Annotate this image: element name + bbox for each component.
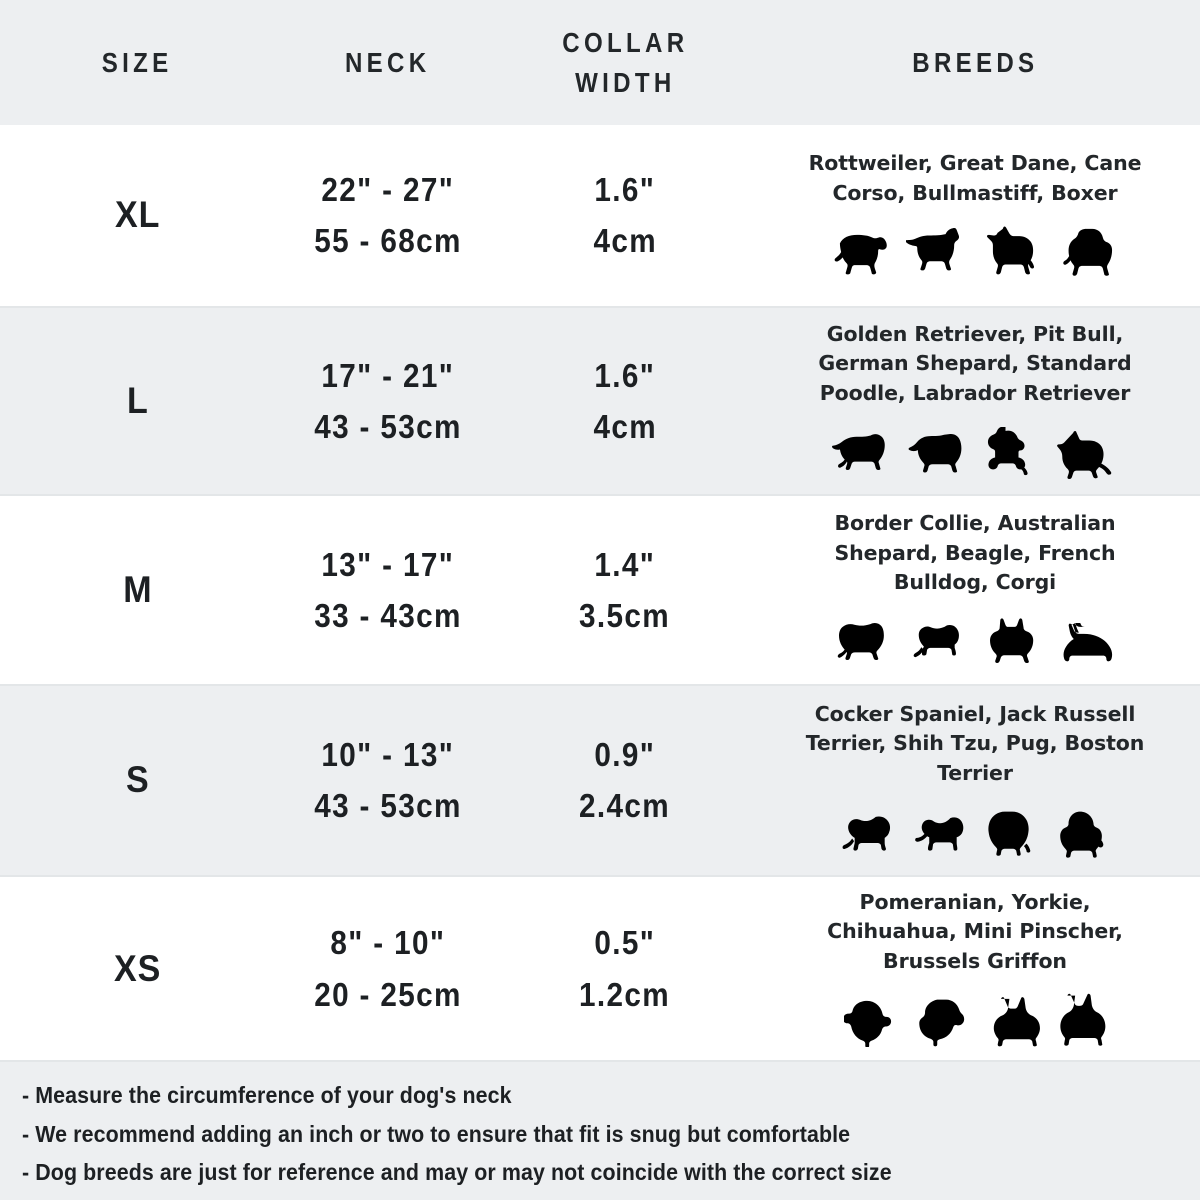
french-bulldog-icon (990, 617, 1034, 663)
breeds-cell: Border Collie, Australian Shepard, Beagl… (750, 496, 1200, 685)
golden-retriever-icon (832, 434, 885, 471)
collar-width-cell: 1.6" 4cm (500, 308, 750, 494)
neck-inches: 22" - 27" (321, 171, 454, 209)
collar-width-cell: 1.6" 4cm (500, 125, 750, 306)
column-header-size: SIZE (0, 0, 275, 125)
column-header-collar-width-label: COLLAR WIDTH (561, 26, 689, 98)
breeds-cell: Golden Retriever, Pit Bull, German Shepa… (750, 308, 1200, 494)
shih-tzu-icon (988, 811, 1031, 856)
neck-inches: 8" - 10" (330, 924, 445, 962)
footer-notes: - Measure the circumference of your dog'… (0, 1062, 1200, 1200)
breed-silhouettes (844, 983, 1106, 1048)
column-header-neck: NECK (275, 0, 500, 125)
table-row: XS 8" - 10" 20 - 25cm 0.5" 1.2cm Pomeran… (0, 876, 1200, 1063)
collar-inches: 0.9" (594, 736, 656, 774)
breeds-cell: Cocker Spaniel, Jack Russell Terrier, Sh… (750, 686, 1200, 875)
neck-measurement-cell: 17" - 21" 43 - 53cm (275, 308, 500, 494)
bullmastiff-icon (1063, 229, 1113, 277)
german-shepherd-icon (1057, 431, 1112, 480)
breeds-list: Pomeranian, Yorkie, Chihuahua, Mini Pins… (827, 889, 1123, 973)
column-header-breeds-label: BREEDS (911, 46, 1039, 78)
collar-inches: 1.6" (594, 171, 656, 209)
neck-cm: 43 - 53cm (313, 787, 462, 825)
collar-inches: 1.6" (594, 356, 656, 394)
collar-inches: 1.4" (594, 545, 656, 583)
size-cell: XS (0, 877, 275, 1061)
breeds-cell: Rottweiler, Great Dane, Cane Corso, Bull… (750, 125, 1200, 306)
labrador-icon (908, 434, 962, 474)
neck-cm: 55 - 68cm (313, 222, 462, 260)
pomeranian-icon (844, 1001, 892, 1048)
table-row: L 17" - 21" 43 - 53cm 1.6" 4cm Golden Re… (0, 307, 1200, 496)
size-cell: S (0, 686, 275, 875)
breed-silhouettes (833, 605, 1117, 669)
size-label: XS (113, 947, 162, 989)
neck-measurement-cell: 8" - 10" 20 - 25cm (275, 877, 500, 1061)
neck-measurement-cell: 13" - 17" 33 - 43cm (275, 496, 500, 685)
collar-cm: 3.5cm (579, 596, 671, 634)
table-row: M 13" - 17" 33 - 43cm 1.4" 3.5cm Border … (0, 495, 1200, 687)
neck-measurement-cell: 10" - 13" 43 - 53cm (275, 686, 500, 875)
collar-cm: 2.4cm (579, 787, 671, 825)
corgi-icon (1063, 622, 1113, 661)
collar-cm: 4cm (593, 222, 657, 260)
collar-width-cell: 0.5" 1.2cm (500, 877, 750, 1061)
poodle-icon (987, 427, 1028, 476)
size-cell: XL (0, 125, 275, 306)
jack-russell-icon (915, 817, 964, 851)
cocker-spaniel-icon (842, 816, 891, 851)
neck-inches: 10" - 13" (321, 736, 454, 774)
column-header-size-label: SIZE (102, 46, 173, 78)
neck-cm: 33 - 43cm (313, 596, 462, 634)
breeds-list: Border Collie, Australian Shepard, Beagl… (834, 511, 1116, 595)
collar-cm: 1.2cm (579, 975, 671, 1013)
breeds-list: Rottweiler, Great Dane, Cane Corso, Bull… (808, 151, 1142, 205)
great-dane-icon (906, 228, 960, 271)
table-row: XL 22" - 27" 55 - 68cm 1.6" 4cm Rottweil… (0, 125, 1200, 308)
note-item: - Dog breeds are just for reference and … (22, 1159, 892, 1186)
size-label: S (125, 759, 150, 801)
mini-pinscher-icon (1060, 994, 1106, 1047)
column-header-neck-label: NECK (344, 46, 431, 78)
column-header-breeds: BREEDS (750, 0, 1200, 125)
rottweiler-icon (834, 235, 887, 275)
collar-cm: 4cm (593, 407, 657, 445)
note-item: - We recommend adding an inch or two to … (22, 1120, 851, 1147)
pug-icon (1060, 811, 1104, 858)
doberman-icon (986, 226, 1035, 275)
neck-cm: 43 - 53cm (313, 407, 462, 445)
size-label: L (126, 379, 149, 421)
size-label: M (122, 568, 153, 610)
table-header-row: SIZE NECK COLLAR WIDTH BREEDS (0, 0, 1200, 125)
neck-inches: 13" - 17" (321, 545, 454, 583)
neck-inches: 17" - 21" (321, 356, 454, 394)
yorkie-icon (919, 999, 965, 1047)
size-label: XL (114, 194, 161, 236)
collar-inches: 0.5" (594, 924, 656, 962)
table-row: S 10" - 13" 43 - 53cm 0.9" 2.4cm Cocker … (0, 686, 1200, 877)
collar-width-cell: 0.9" 2.4cm (500, 686, 750, 875)
note-item: - Measure the circumference of your dog'… (22, 1082, 512, 1109)
size-cell: L (0, 308, 275, 494)
breed-silhouettes (831, 415, 1119, 480)
size-cell: M (0, 496, 275, 685)
breeds-cell: Pomeranian, Yorkie, Chihuahua, Mini Pins… (750, 877, 1200, 1061)
neck-measurement-cell: 22" - 27" 55 - 68cm (275, 125, 500, 306)
breeds-list: Golden Retriever, Pit Bull, German Shepa… (818, 321, 1132, 405)
chihuahua-icon (993, 997, 1040, 1047)
column-header-collar-width: COLLAR WIDTH (500, 0, 750, 125)
breed-silhouettes (840, 795, 1110, 859)
neck-cm: 20 - 25cm (313, 975, 462, 1013)
beagle-icon (913, 624, 959, 657)
border-collie-icon (837, 622, 884, 660)
breed-silhouettes (828, 215, 1122, 279)
collar-width-cell: 1.4" 3.5cm (500, 496, 750, 685)
breeds-list: Cocker Spaniel, Jack Russell Terrier, Sh… (805, 701, 1145, 785)
